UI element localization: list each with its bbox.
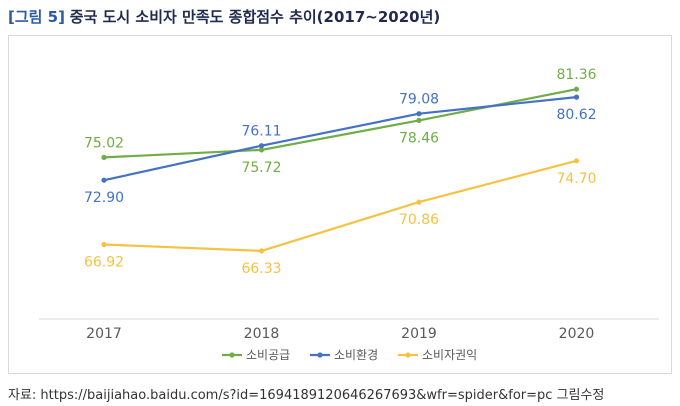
data-point [258,248,265,254]
legend-label: 소비환경 [334,348,378,362]
data-point [416,111,422,117]
line-chart: 2017 2018 2019 2020 75.02 75.72 78.46 81.36 72.9… [39,67,659,362]
figure-title: [그림 5] 중국 도시 소비자 만족도 종합점수 추이(2017~2020년) [8,6,440,27]
legend-marker [229,352,235,358]
data-label: 81.36 [556,67,596,83]
legend-marker [405,352,411,358]
legend-label: 소비공급 [246,348,290,362]
figure-title-text: 중국 도시 소비자 만족도 종합점수 추이(2017~2020년) [69,8,441,26]
data-label: 75.72 [241,160,281,176]
data-point [258,143,265,149]
data-point [573,86,580,92]
series-line [103,96,577,182]
data-point [573,158,580,164]
data-label: 74.70 [556,171,596,187]
data-label: 78.46 [399,130,439,146]
data-label: 75.02 [84,135,124,151]
source-note: 자료: https://baijiahao.baidu.com/s?id=169… [8,388,605,403]
data-label: 66.92 [84,255,124,271]
x-tick-label: 2018 [244,326,280,342]
data-point [416,199,422,205]
data-label: 66.33 [241,261,281,277]
legend-marker [317,352,323,358]
data-point [258,147,265,153]
data-point [101,154,107,160]
data-label: 72.90 [84,190,124,206]
data-point [101,241,107,248]
data-point [416,117,422,123]
series-line [103,88,577,159]
x-tick-label: 2019 [401,326,437,342]
figure-label: [그림 5] [8,8,65,26]
chart-area: 2017 2018 2019 2020 75.02 75.72 78.46 81.36 72.9… [8,35,672,374]
legend-label: 소비자권익 [422,348,477,362]
data-point [101,177,107,183]
data-point [573,94,580,100]
x-tick-label: 2020 [559,326,595,342]
data-label: 76.11 [241,124,281,140]
data-label: 79.08 [399,92,439,108]
data-label: 80.62 [556,107,596,123]
x-tick-label: 2017 [86,326,122,342]
series-line [103,159,577,252]
data-label: 70.86 [399,212,439,228]
